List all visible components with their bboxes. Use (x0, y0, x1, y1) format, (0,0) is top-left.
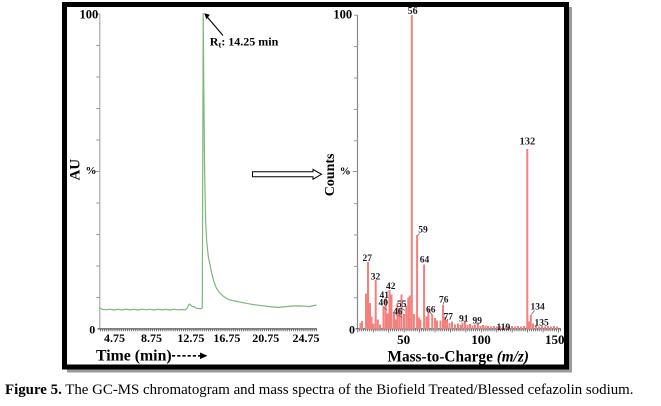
svg-text:%: % (86, 165, 97, 177)
svg-text:Counts: Counts (323, 153, 338, 196)
svg-text:20.75: 20.75 (252, 331, 279, 345)
svg-text:55: 55 (397, 300, 407, 310)
svg-text:41: 41 (380, 291, 390, 301)
svg-text:135: 135 (535, 319, 550, 329)
svg-text:91: 91 (459, 314, 469, 324)
svg-text:132: 132 (520, 137, 536, 148)
svg-text:4.75: 4.75 (104, 331, 125, 345)
svg-text:77: 77 (444, 313, 454, 323)
svg-text:AU: AU (68, 159, 84, 181)
svg-text:Mass-to-Charge (m/z): Mass-to-Charge (m/z) (388, 349, 529, 366)
svg-text:0: 0 (89, 323, 95, 337)
svg-text:%: % (340, 165, 351, 177)
svg-text:56: 56 (408, 6, 418, 17)
svg-text:66: 66 (426, 306, 436, 316)
svg-text:32: 32 (371, 273, 381, 283)
svg-text:76: 76 (439, 296, 449, 306)
svg-text:50: 50 (397, 332, 410, 347)
svg-text:40: 40 (379, 299, 389, 309)
svg-text:16.75: 16.75 (213, 331, 240, 345)
svg-text:42: 42 (386, 282, 396, 292)
svg-text:150: 150 (545, 332, 565, 347)
svg-text:27: 27 (363, 254, 373, 264)
svg-text:Rt: 14.25 min: Rt: 14.25 min (210, 35, 279, 50)
svg-text:119: 119 (497, 323, 511, 333)
svg-text:8.75: 8.75 (141, 331, 162, 345)
svg-text:46: 46 (393, 308, 403, 318)
svg-text:134: 134 (531, 303, 546, 313)
svg-text:0: 0 (349, 322, 355, 336)
svg-text:64: 64 (420, 256, 430, 266)
svg-text:12.75: 12.75 (177, 331, 204, 345)
svg-text:59: 59 (418, 226, 428, 236)
svg-text:99: 99 (473, 317, 483, 327)
svg-text:100: 100 (333, 7, 352, 21)
svg-text:100: 100 (80, 7, 99, 21)
svg-text:100: 100 (471, 332, 491, 347)
svg-text:24.75: 24.75 (293, 331, 320, 345)
svg-text:Time (min): Time (min) (96, 348, 172, 365)
